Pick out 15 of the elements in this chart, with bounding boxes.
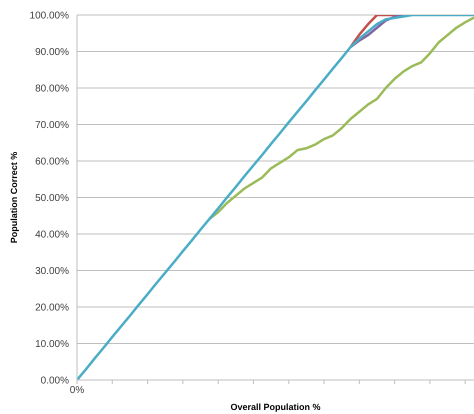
y-tick-label: 90.00% bbox=[35, 47, 70, 58]
y-tick-label: 100.00% bbox=[30, 10, 70, 22]
x-tick-label: 0% bbox=[70, 385, 84, 396]
y-tick-label: 10.00% bbox=[35, 339, 70, 350]
y-tick-label: 60.00% bbox=[35, 156, 70, 168]
y-axis-title: Population Correct % bbox=[9, 152, 20, 244]
x-axis-title: Overall Population % bbox=[230, 402, 321, 412]
y-tick-label: 50.00% bbox=[35, 193, 70, 204]
line-series bbox=[208, 16, 474, 220]
y-tick-label: 70.00% bbox=[35, 120, 70, 132]
y-tick-label: 20.00% bbox=[35, 302, 70, 314]
y-tick-label: 80.00% bbox=[35, 84, 70, 95]
y-tick-label: 40.00% bbox=[35, 230, 70, 241]
y-tick-label: 0.00% bbox=[40, 376, 70, 387]
y-tick-label: 30.00% bbox=[35, 266, 70, 278]
